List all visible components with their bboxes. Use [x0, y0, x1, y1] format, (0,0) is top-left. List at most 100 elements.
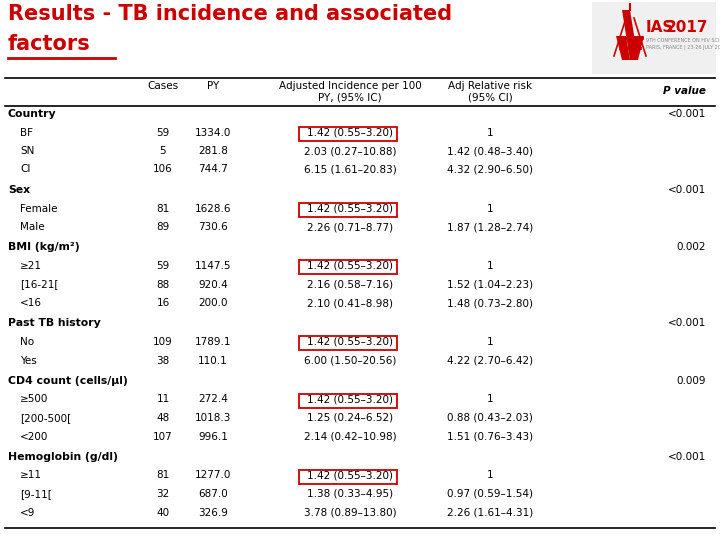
Text: 109: 109	[153, 337, 173, 347]
Text: PARIS, FRANCE | 23-26 JULY 2017: PARIS, FRANCE | 23-26 JULY 2017	[646, 45, 720, 51]
Text: 920.4: 920.4	[198, 280, 228, 289]
Text: 281.8: 281.8	[198, 146, 228, 156]
Text: 5: 5	[160, 146, 166, 156]
Polygon shape	[616, 36, 630, 60]
Text: 4.22 (2.70–6.42): 4.22 (2.70–6.42)	[447, 355, 533, 366]
Text: 1.25 (0.24–6.52): 1.25 (0.24–6.52)	[307, 413, 393, 423]
Text: 1: 1	[487, 470, 493, 481]
Text: Past TB history: Past TB history	[8, 319, 101, 328]
Text: Yes: Yes	[20, 355, 37, 366]
Text: P value: P value	[663, 86, 706, 96]
Text: 11: 11	[156, 395, 170, 404]
Text: No: No	[20, 337, 34, 347]
Text: 200.0: 200.0	[198, 298, 228, 308]
Text: Hemoglobin (g/dl): Hemoglobin (g/dl)	[8, 452, 118, 462]
Text: CD4 count (cells/µl): CD4 count (cells/µl)	[8, 376, 127, 386]
Text: 2.10 (0.41–8.98): 2.10 (0.41–8.98)	[307, 298, 393, 308]
Bar	[299, 394, 397, 408]
Text: Adjusted Incidence per 100: Adjusted Incidence per 100	[279, 81, 421, 91]
Text: Cases: Cases	[148, 81, 179, 91]
Text: 744.7: 744.7	[198, 165, 228, 174]
Text: 1018.3: 1018.3	[195, 413, 231, 423]
Text: Country: Country	[8, 109, 57, 119]
Text: PY: PY	[207, 81, 219, 91]
Text: 59: 59	[156, 261, 170, 271]
Text: 6.15 (1.61–20.83): 6.15 (1.61–20.83)	[304, 165, 397, 174]
Text: [200-500[: [200-500[	[20, 413, 71, 423]
Text: 1147.5: 1147.5	[194, 261, 231, 271]
Bar	[299, 260, 397, 274]
Text: 1.48 (0.73–2.80): 1.48 (0.73–2.80)	[447, 298, 533, 308]
Text: 32: 32	[156, 489, 170, 499]
Text: CI: CI	[20, 165, 30, 174]
Text: 110.1: 110.1	[198, 355, 228, 366]
Text: 1.38 (0.33–4.95): 1.38 (0.33–4.95)	[307, 489, 393, 499]
Text: 9TH CONFERENCE ON HIV SCIENCE: 9TH CONFERENCE ON HIV SCIENCE	[646, 38, 720, 43]
Text: 1.51 (0.76–3.43): 1.51 (0.76–3.43)	[447, 431, 533, 442]
Text: 1.42 (0.55–3.20): 1.42 (0.55–3.20)	[307, 127, 393, 138]
Text: 0.88 (0.43–2.03): 0.88 (0.43–2.03)	[447, 413, 533, 423]
Text: 1: 1	[487, 337, 493, 347]
Text: 1.52 (1.04–2.23): 1.52 (1.04–2.23)	[447, 280, 533, 289]
Text: 1.42 (0.55–3.20): 1.42 (0.55–3.20)	[307, 337, 393, 347]
Text: <200: <200	[20, 431, 48, 442]
Text: 2017: 2017	[666, 20, 708, 35]
Text: 106: 106	[153, 165, 173, 174]
Text: BMI (kg/m²): BMI (kg/m²)	[8, 242, 80, 253]
Text: 730.6: 730.6	[198, 222, 228, 232]
Bar	[592, 2, 716, 74]
Bar	[299, 126, 397, 140]
Text: ≥11: ≥11	[20, 470, 42, 481]
Text: 1334.0: 1334.0	[195, 127, 231, 138]
Text: 16: 16	[156, 298, 170, 308]
Text: 1.42 (0.48–3.40): 1.42 (0.48–3.40)	[447, 146, 533, 156]
Text: 1.42 (0.55–3.20): 1.42 (0.55–3.20)	[307, 395, 393, 404]
Text: Male: Male	[20, 222, 45, 232]
Text: <0.001: <0.001	[667, 319, 706, 328]
Bar	[299, 469, 397, 483]
Text: 1.42 (0.55–3.20): 1.42 (0.55–3.20)	[307, 204, 393, 213]
Text: [16-21[: [16-21[	[20, 280, 58, 289]
Text: Results - TB incidence and associated: Results - TB incidence and associated	[8, 4, 452, 24]
Text: PY, (95% IC): PY, (95% IC)	[318, 92, 382, 102]
Text: 3.78 (0.89–13.80): 3.78 (0.89–13.80)	[304, 508, 396, 517]
Text: 0.97 (0.59–1.54): 0.97 (0.59–1.54)	[447, 489, 533, 499]
Text: 2.26 (0.71–8.77): 2.26 (0.71–8.77)	[307, 222, 393, 232]
Text: 4.32 (2.90–6.50): 4.32 (2.90–6.50)	[447, 165, 533, 174]
Text: [9-11[: [9-11[	[20, 489, 52, 499]
Text: <0.001: <0.001	[667, 452, 706, 462]
Text: 81: 81	[156, 204, 170, 213]
Text: 2.03 (0.27–10.88): 2.03 (0.27–10.88)	[304, 146, 396, 156]
Text: <0.001: <0.001	[667, 109, 706, 119]
Text: 996.1: 996.1	[198, 431, 228, 442]
Bar	[299, 336, 397, 350]
Text: 107: 107	[153, 431, 173, 442]
Text: 272.4: 272.4	[198, 395, 228, 404]
Text: 88: 88	[156, 280, 170, 289]
Text: 0.009: 0.009	[677, 376, 706, 386]
Text: 2.14 (0.42–10.98): 2.14 (0.42–10.98)	[304, 431, 396, 442]
Text: 1: 1	[487, 127, 493, 138]
Text: 59: 59	[156, 127, 170, 138]
Text: 326.9: 326.9	[198, 508, 228, 517]
Text: 687.0: 687.0	[198, 489, 228, 499]
Text: SN: SN	[20, 146, 35, 156]
Text: factors: factors	[8, 34, 91, 54]
Text: 1: 1	[487, 395, 493, 404]
Text: 0.002: 0.002	[677, 242, 706, 253]
Text: 38: 38	[156, 355, 170, 366]
Text: <16: <16	[20, 298, 42, 308]
Text: 48: 48	[156, 413, 170, 423]
Text: ≥500: ≥500	[20, 395, 48, 404]
Text: 1277.0: 1277.0	[195, 470, 231, 481]
Polygon shape	[630, 36, 644, 60]
Text: 1.42 (0.55–3.20): 1.42 (0.55–3.20)	[307, 470, 393, 481]
Text: 81: 81	[156, 470, 170, 481]
Text: 1789.1: 1789.1	[194, 337, 231, 347]
Text: 1.42 (0.55–3.20): 1.42 (0.55–3.20)	[307, 261, 393, 271]
Text: Female: Female	[20, 204, 58, 213]
Text: <9: <9	[20, 508, 35, 517]
Text: ≥21: ≥21	[20, 261, 42, 271]
Text: 1.87 (1.28–2.74): 1.87 (1.28–2.74)	[447, 222, 533, 232]
Text: BF: BF	[20, 127, 33, 138]
